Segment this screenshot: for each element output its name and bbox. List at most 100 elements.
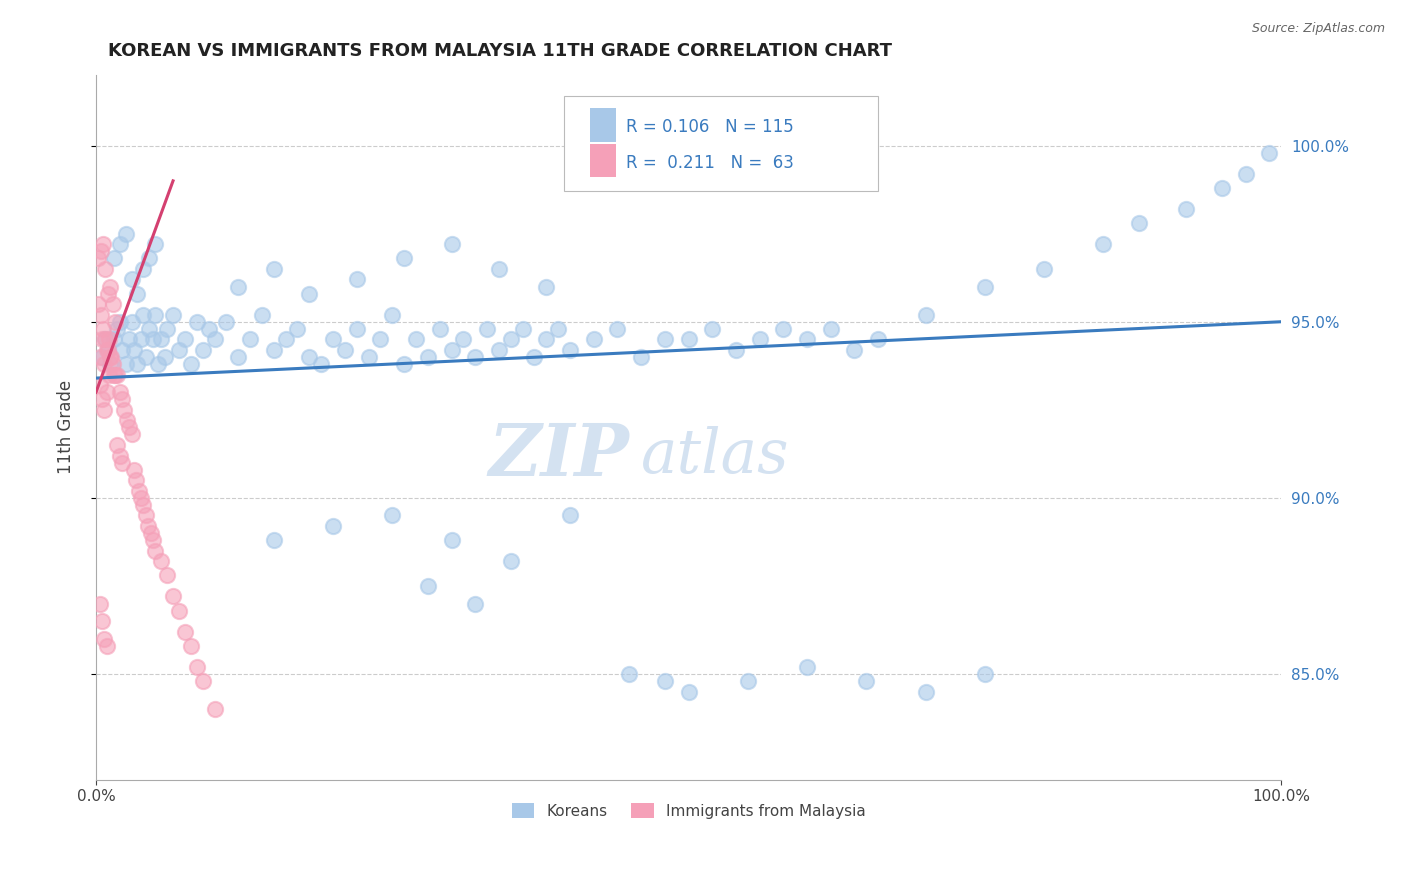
- Point: [678, 684, 700, 698]
- Point: [475, 322, 498, 336]
- Point: [91, 332, 114, 346]
- Point: [98, 332, 121, 346]
- Point: [105, 368, 128, 382]
- Point: [103, 368, 125, 382]
- Point: [416, 579, 439, 593]
- Point: [94, 261, 117, 276]
- Point: [702, 322, 724, 336]
- Point: [91, 614, 114, 628]
- Point: [132, 261, 155, 276]
- Point: [381, 508, 404, 523]
- Point: [135, 350, 157, 364]
- Point: [630, 350, 652, 364]
- Point: [115, 413, 138, 427]
- Point: [737, 673, 759, 688]
- Point: [138, 252, 160, 266]
- Text: KOREAN VS IMMIGRANTS FROM MALAYSIA 11TH GRADE CORRELATION CHART: KOREAN VS IMMIGRANTS FROM MALAYSIA 11TH …: [108, 42, 891, 60]
- FancyBboxPatch shape: [564, 96, 879, 192]
- Point: [156, 568, 179, 582]
- Point: [162, 308, 184, 322]
- Point: [91, 350, 114, 364]
- Point: [914, 308, 936, 322]
- Point: [558, 508, 581, 523]
- Point: [127, 286, 149, 301]
- Point: [1175, 202, 1198, 216]
- Point: [453, 332, 475, 346]
- Point: [89, 597, 111, 611]
- Point: [844, 343, 866, 357]
- Point: [101, 357, 124, 371]
- Point: [174, 332, 197, 346]
- Point: [440, 237, 463, 252]
- Point: [499, 554, 522, 568]
- Point: [174, 624, 197, 639]
- Point: [98, 279, 121, 293]
- Point: [105, 322, 128, 336]
- Point: [118, 420, 141, 434]
- Point: [619, 667, 641, 681]
- Point: [748, 332, 770, 346]
- Point: [153, 350, 176, 364]
- Point: [1211, 181, 1233, 195]
- Point: [105, 438, 128, 452]
- Point: [142, 533, 165, 548]
- Point: [122, 463, 145, 477]
- Point: [103, 252, 125, 266]
- Point: [94, 332, 117, 346]
- Point: [167, 343, 190, 357]
- Point: [1128, 216, 1150, 230]
- Point: [146, 357, 169, 371]
- Point: [121, 272, 143, 286]
- Point: [122, 343, 145, 357]
- Point: [197, 322, 219, 336]
- Legend: Koreans, Immigrants from Malaysia: Koreans, Immigrants from Malaysia: [505, 797, 872, 825]
- Point: [547, 322, 569, 336]
- Point: [263, 343, 285, 357]
- Point: [204, 702, 226, 716]
- Point: [93, 632, 115, 646]
- Point: [204, 332, 226, 346]
- Point: [226, 279, 249, 293]
- Point: [128, 483, 150, 498]
- Point: [606, 322, 628, 336]
- Point: [536, 332, 558, 346]
- Point: [440, 343, 463, 357]
- Point: [186, 660, 208, 674]
- Point: [523, 350, 546, 364]
- Point: [143, 308, 166, 322]
- Point: [97, 343, 120, 357]
- Point: [1092, 237, 1115, 252]
- Point: [654, 673, 676, 688]
- Point: [464, 597, 486, 611]
- Point: [114, 357, 136, 371]
- Point: [370, 332, 392, 346]
- Point: [162, 590, 184, 604]
- Point: [416, 350, 439, 364]
- Point: [139, 526, 162, 541]
- Bar: [591, 108, 616, 142]
- Point: [180, 357, 202, 371]
- Point: [96, 639, 118, 653]
- Point: [724, 343, 747, 357]
- Point: [93, 357, 115, 371]
- Point: [125, 473, 148, 487]
- Point: [91, 237, 114, 252]
- Point: [973, 667, 995, 681]
- Point: [100, 350, 122, 364]
- Point: [678, 332, 700, 346]
- Point: [499, 332, 522, 346]
- Point: [309, 357, 332, 371]
- Point: [142, 332, 165, 346]
- Point: [215, 315, 238, 329]
- Point: [108, 237, 131, 252]
- Point: [558, 343, 581, 357]
- Point: [186, 315, 208, 329]
- Point: [1033, 261, 1056, 276]
- Y-axis label: 11th Grade: 11th Grade: [58, 380, 75, 475]
- Point: [226, 350, 249, 364]
- Point: [150, 554, 173, 568]
- Point: [274, 332, 297, 346]
- Point: [582, 332, 605, 346]
- Point: [868, 332, 890, 346]
- Point: [512, 322, 534, 336]
